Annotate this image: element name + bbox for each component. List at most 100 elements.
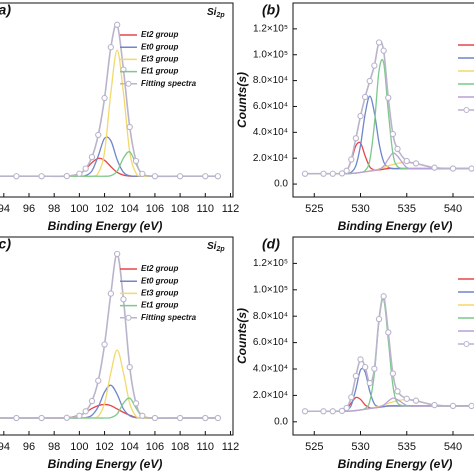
- marker: [366, 379, 373, 387]
- marker: [338, 170, 346, 177]
- legend-marker: [125, 314, 132, 321]
- x-tick-label: 112: [222, 203, 240, 215]
- marker: [468, 165, 474, 172]
- marker: [380, 293, 387, 300]
- series-line: [0, 49, 218, 177]
- x-tick-label: 96: [23, 441, 35, 453]
- marker: [120, 296, 127, 303]
- y-tick-label: 4.0×10⁴: [253, 364, 288, 375]
- y-tick-label: 2.0×10⁴: [253, 153, 288, 164]
- series-line: [0, 157, 218, 177]
- x-axis-label: Binding Energy (eV): [338, 457, 453, 471]
- x-tick-label: 540: [444, 203, 462, 215]
- annotation: Si2p: [207, 7, 225, 19]
- marker: [352, 135, 360, 142]
- marker: [202, 414, 209, 422]
- marker: [95, 377, 102, 384]
- marker: [151, 414, 159, 422]
- panel-label: (d): [262, 236, 280, 252]
- marker: [151, 173, 159, 180]
- marker: [380, 47, 387, 54]
- x-tick-label: 98: [48, 441, 60, 453]
- marker: [385, 329, 392, 336]
- series-line: [0, 349, 218, 419]
- y-tick-label: 0.0: [274, 416, 288, 427]
- marker: [107, 290, 115, 297]
- marker: [375, 39, 383, 46]
- x-tick-label: 106: [146, 441, 164, 453]
- marker: [348, 394, 355, 401]
- marker: [13, 173, 20, 180]
- series-line: [0, 397, 218, 419]
- legend-label: Et2 group: [141, 30, 178, 39]
- marker: [449, 402, 457, 410]
- annotation-text: Si: [207, 241, 217, 252]
- y-tick-label: 1.0×10⁵: [253, 284, 288, 295]
- x-tick-label: 112: [222, 441, 240, 453]
- marker: [375, 315, 383, 323]
- x-axis-label: Binding Energy (eV): [48, 457, 163, 471]
- legend-label: Fitting spectra: [141, 79, 197, 88]
- marker: [176, 173, 184, 180]
- x-tick-label: 108: [171, 441, 189, 453]
- marker: [82, 165, 89, 172]
- x-tick-label: 100: [70, 203, 88, 215]
- marker: [126, 363, 133, 371]
- marker: [431, 401, 438, 409]
- x-tick-label: 535: [398, 441, 416, 453]
- x-tick-label: 106: [146, 203, 164, 215]
- x-axis-label: Binding Energy (eV): [48, 219, 163, 233]
- plot-area: [301, 293, 474, 415]
- marker: [88, 397, 96, 405]
- x-tick-label: 100: [70, 441, 88, 453]
- marker: [113, 21, 121, 28]
- series-line: [0, 253, 218, 419]
- y-tick-label: 1.2×10⁵: [253, 24, 288, 35]
- y-tick-label: 6.0×10⁴: [253, 337, 288, 348]
- marker: [403, 157, 410, 165]
- plot-frame: [292, 236, 474, 436]
- marker: [139, 412, 146, 419]
- x-tick-label: 104: [121, 203, 139, 215]
- series-line: [305, 396, 472, 412]
- marker: [202, 173, 209, 180]
- marker: [176, 414, 184, 422]
- x-tick-label: 102: [95, 441, 113, 453]
- marker: [13, 414, 20, 422]
- x-tick-label: 94: [0, 441, 10, 453]
- legend-label: Et0 group: [141, 276, 178, 285]
- marker: [88, 153, 96, 161]
- series-line: [305, 58, 472, 175]
- marker: [468, 402, 474, 410]
- marker: [38, 414, 45, 422]
- series-line: [0, 136, 218, 177]
- legend-label: Et3 group: [141, 289, 178, 298]
- marker: [329, 408, 336, 415]
- marker: [301, 408, 309, 415]
- marker: [371, 62, 378, 69]
- x-tick-label: 102: [95, 203, 113, 215]
- x-tick-label: 540: [444, 441, 462, 453]
- x-tick-label: 94: [0, 203, 10, 215]
- x-tick-label: 96: [23, 203, 35, 215]
- marker: [113, 250, 121, 258]
- marker: [38, 173, 45, 180]
- marker: [95, 131, 102, 139]
- series-line: [305, 295, 472, 413]
- plot-frame: [0, 236, 234, 436]
- marker: [126, 123, 133, 131]
- marker: [361, 363, 369, 371]
- marker: [403, 395, 410, 402]
- marker: [132, 157, 140, 165]
- x-tick-label: 525: [305, 203, 323, 215]
- y-tick-label: 4.0×10⁴: [253, 127, 288, 138]
- marker: [76, 412, 83, 419]
- legend-label: Et3 group: [141, 55, 178, 64]
- series-line: [305, 367, 472, 412]
- marker: [431, 164, 438, 171]
- marker: [366, 77, 373, 85]
- marker: [389, 370, 397, 377]
- x-tick-label: 110: [197, 441, 215, 453]
